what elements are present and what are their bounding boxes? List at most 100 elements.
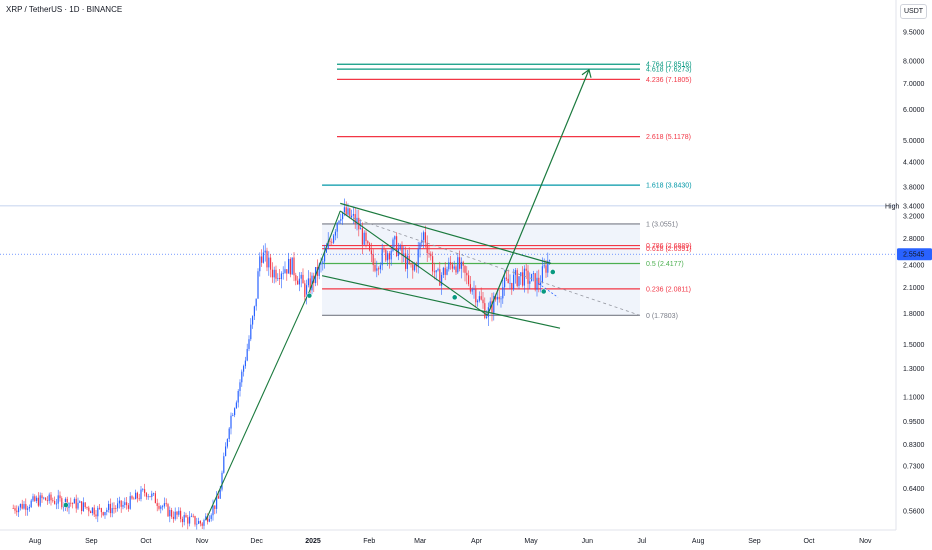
candle-body [518,276,520,286]
candle-body [122,505,124,507]
candle-body [277,278,279,279]
candle-body [106,509,108,513]
channel-upper-line [340,202,552,264]
candle-body [52,500,54,502]
candle-body [365,232,367,242]
candle-body [462,261,464,266]
candle-body [248,339,250,349]
candle-body [235,402,237,409]
price-tick-label: 0.9500 [903,419,925,426]
currency-unit-badge[interactable]: USDT [900,4,927,19]
candle-body [271,269,273,278]
candle-body [269,257,272,270]
candle-body [34,496,36,501]
candle-body [174,511,176,519]
candle-body [109,503,111,514]
candle-body [104,512,106,516]
candle-body [476,300,479,303]
candle-body [435,270,437,273]
candle-body [529,281,531,284]
candle-body [16,510,18,513]
candle-body [278,278,281,280]
candle-body [482,299,484,304]
price-tick-label: 5.0000 [903,138,925,145]
candle-body [336,222,338,232]
candle-body [422,232,425,240]
price-tick-label: 3.4000 [903,203,925,210]
candle-body [125,502,128,506]
candle-body [545,265,547,273]
time-tick-label: Nov [859,538,872,545]
candle-body [48,494,50,501]
time-tick-label: Jun [582,538,593,545]
candle-body [322,261,324,263]
price-tick-label: 0.8300 [903,442,925,449]
candle-body [356,217,358,224]
candle-body [80,501,83,512]
candle-body [262,252,264,263]
candle-body [242,366,245,372]
candle-body [199,521,201,524]
candle-body [525,268,527,271]
fib-level-label: 4.764 (7.8516) [646,62,692,69]
time-tick-label: Oct [804,538,815,545]
candle-body [464,265,466,273]
candle-body [197,521,200,524]
candle-body [309,278,311,291]
candle-body [538,277,540,286]
candle-body [113,508,115,509]
candle-body [257,271,259,299]
candle-body [158,505,160,509]
candle-body [437,269,439,271]
decline-leg [339,210,488,316]
candle-body [327,241,329,249]
candle-body [352,214,354,216]
fib-level-label: 4.236 (7.1805) [646,77,692,84]
time-tick-label: Sep [748,538,761,545]
candle-body [68,502,70,509]
candle-body [172,516,174,519]
fib-level-label: 1.618 (3.8430) [646,183,692,190]
candle-body [14,508,16,511]
candle-body [208,518,210,522]
candle-body [291,257,293,275]
candle-body [532,273,534,275]
candle-body [149,496,151,498]
candle-body [28,506,30,509]
candle-body [43,497,45,499]
candle-body [338,220,340,223]
candle-body [489,301,491,308]
price-tick-label: 2.1000 [903,285,925,292]
candle-body [251,316,254,325]
candle-body [323,252,326,262]
candle-body [451,264,453,269]
time-tick-label: Oct [140,538,151,545]
candle-body [523,268,525,286]
candle-body [160,506,162,509]
price-tick-label: 1.5000 [903,342,925,349]
candle-body [345,207,347,215]
candle-body [484,303,486,318]
candle-body [412,264,414,271]
candle-body [307,278,309,286]
candle-body [548,260,551,262]
candle-body [89,511,92,514]
fib-level-label: 0.786 (2.6889) [646,243,692,250]
candle-body [140,489,142,499]
candle-body [404,253,407,269]
candle-body [334,231,336,236]
candle-body [527,270,529,284]
candle-body [59,495,61,499]
candle-body [521,272,524,286]
candle-body [295,275,297,281]
candle-body [363,232,365,245]
candle-body [100,508,102,513]
candle-body [179,510,182,519]
candle-body [498,296,500,300]
candle-body [302,274,304,284]
candle-body [185,515,187,518]
candle-body [536,277,538,290]
candle-body [395,236,398,257]
candle-body [381,248,383,266]
